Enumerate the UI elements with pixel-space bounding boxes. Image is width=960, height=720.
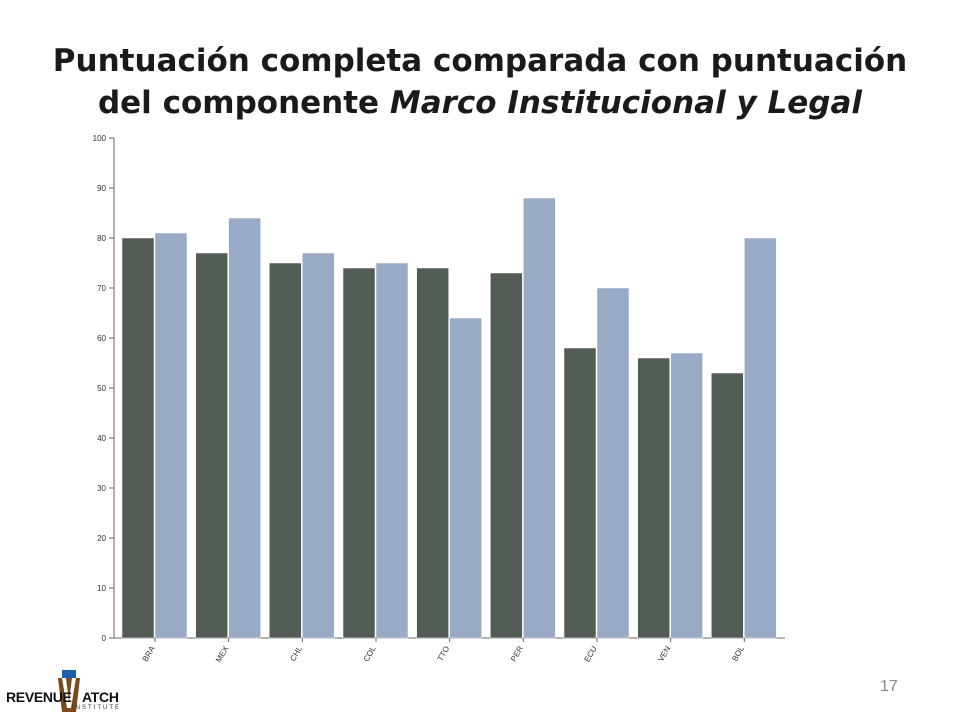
slide-title: Puntuación completa comparada con puntua…: [0, 40, 960, 124]
bar-mex-series-1: [195, 252, 228, 639]
x-tick-label: COL: [362, 644, 378, 663]
bar-ecu-series-2: [596, 287, 630, 639]
y-tick-label: 30: [97, 484, 106, 493]
x-tick-label: VEN: [656, 644, 672, 663]
logo-subtext: INSTITUTE: [72, 705, 121, 711]
y-tick-label: 90: [97, 184, 106, 193]
logo-text-left: REVENUE: [6, 689, 72, 705]
bar-col-series-1: [342, 267, 376, 639]
bar-ecu-series-1: [563, 347, 597, 639]
bar-per-series-2: [523, 197, 556, 639]
x-tick-label: MEX: [214, 644, 231, 664]
bar-chl-series-1: [269, 262, 302, 639]
bar-mex-series-2: [228, 217, 261, 639]
bar-col-series-2: [375, 262, 409, 639]
bar-per-series-1: [490, 272, 523, 639]
bar-bol-series-2: [744, 237, 777, 639]
page-number: 17: [880, 678, 898, 695]
logo-mark-icon: [58, 670, 80, 712]
y-tick-label: 70: [97, 284, 106, 293]
y-tick-label: 100: [93, 134, 107, 143]
bar-ven-series-2: [670, 352, 703, 639]
title-line-2: del componente Marco Institucional y Leg…: [0, 82, 960, 124]
bar-ven-series-1: [637, 357, 670, 639]
x-tick-label: CHL: [288, 644, 304, 663]
x-tick-label: BRA: [141, 644, 157, 663]
y-tick-label: 10: [97, 584, 106, 593]
y-tick-label: 20: [97, 534, 106, 543]
title-line-2-italic: Marco Institucional y Legal: [389, 85, 863, 122]
revenue-watch-logo: REVENUE ATCH INSTITUTE: [6, 668, 126, 716]
x-tick-label: ECU: [582, 644, 598, 663]
title-line-2-prefix: del componente: [97, 85, 390, 122]
y-tick-label: 80: [97, 234, 106, 243]
bar-chl-series-2: [302, 252, 335, 639]
x-tick-label: BOL: [730, 644, 746, 663]
bar-bra-series-1: [121, 237, 155, 639]
logo-text-right: ATCH: [82, 689, 119, 705]
y-tick-label: 50: [97, 384, 106, 393]
x-tick-label: PER: [509, 644, 525, 663]
x-tick-label: TTO: [436, 645, 452, 663]
y-tick-label: 0: [102, 634, 107, 643]
y-tick-label: 60: [97, 334, 106, 343]
bar-bra-series-2: [154, 232, 188, 639]
y-tick-label: 40: [97, 434, 106, 443]
bar-bol-series-1: [711, 372, 744, 639]
bar-tto-series-2: [449, 317, 482, 639]
title-line-1: Puntuación completa comparada con puntua…: [52, 43, 908, 79]
bar-tto-series-1: [416, 267, 449, 639]
